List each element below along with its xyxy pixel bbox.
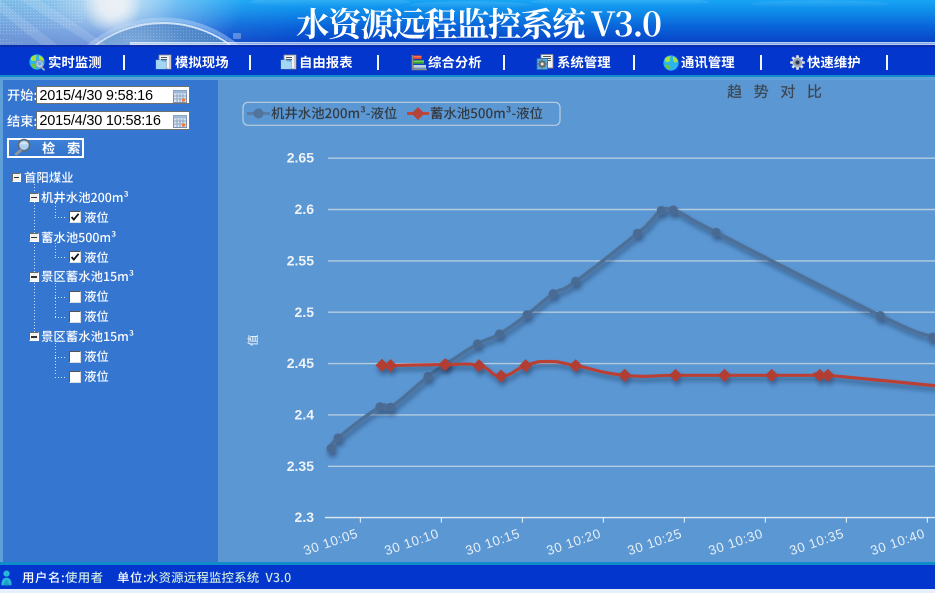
svg-text:2.4: 2.4 — [295, 406, 315, 422]
svg-text:30 10:10: 30 10:10 — [383, 526, 441, 559]
svg-text:2.55: 2.55 — [287, 252, 314, 268]
svg-text:2.3: 2.3 — [295, 509, 315, 525]
svg-text:30 10:30: 30 10:30 — [707, 526, 765, 559]
svg-text:30 10:35: 30 10:35 — [788, 526, 846, 559]
svg-text:2.65: 2.65 — [287, 150, 314, 166]
svg-text:30 10:15: 30 10:15 — [464, 526, 522, 559]
svg-text:2.35: 2.35 — [287, 458, 314, 474]
svg-text:30 10:25: 30 10:25 — [626, 526, 684, 559]
svg-text:2.45: 2.45 — [287, 355, 314, 371]
svg-text:30 10:05: 30 10:05 — [302, 526, 360, 559]
svg-text:30 10:20: 30 10:20 — [545, 526, 603, 559]
svg-text:2.5: 2.5 — [295, 304, 315, 320]
svg-text:30 10:40: 30 10:40 — [869, 526, 927, 559]
svg-text:2.6: 2.6 — [295, 201, 315, 217]
